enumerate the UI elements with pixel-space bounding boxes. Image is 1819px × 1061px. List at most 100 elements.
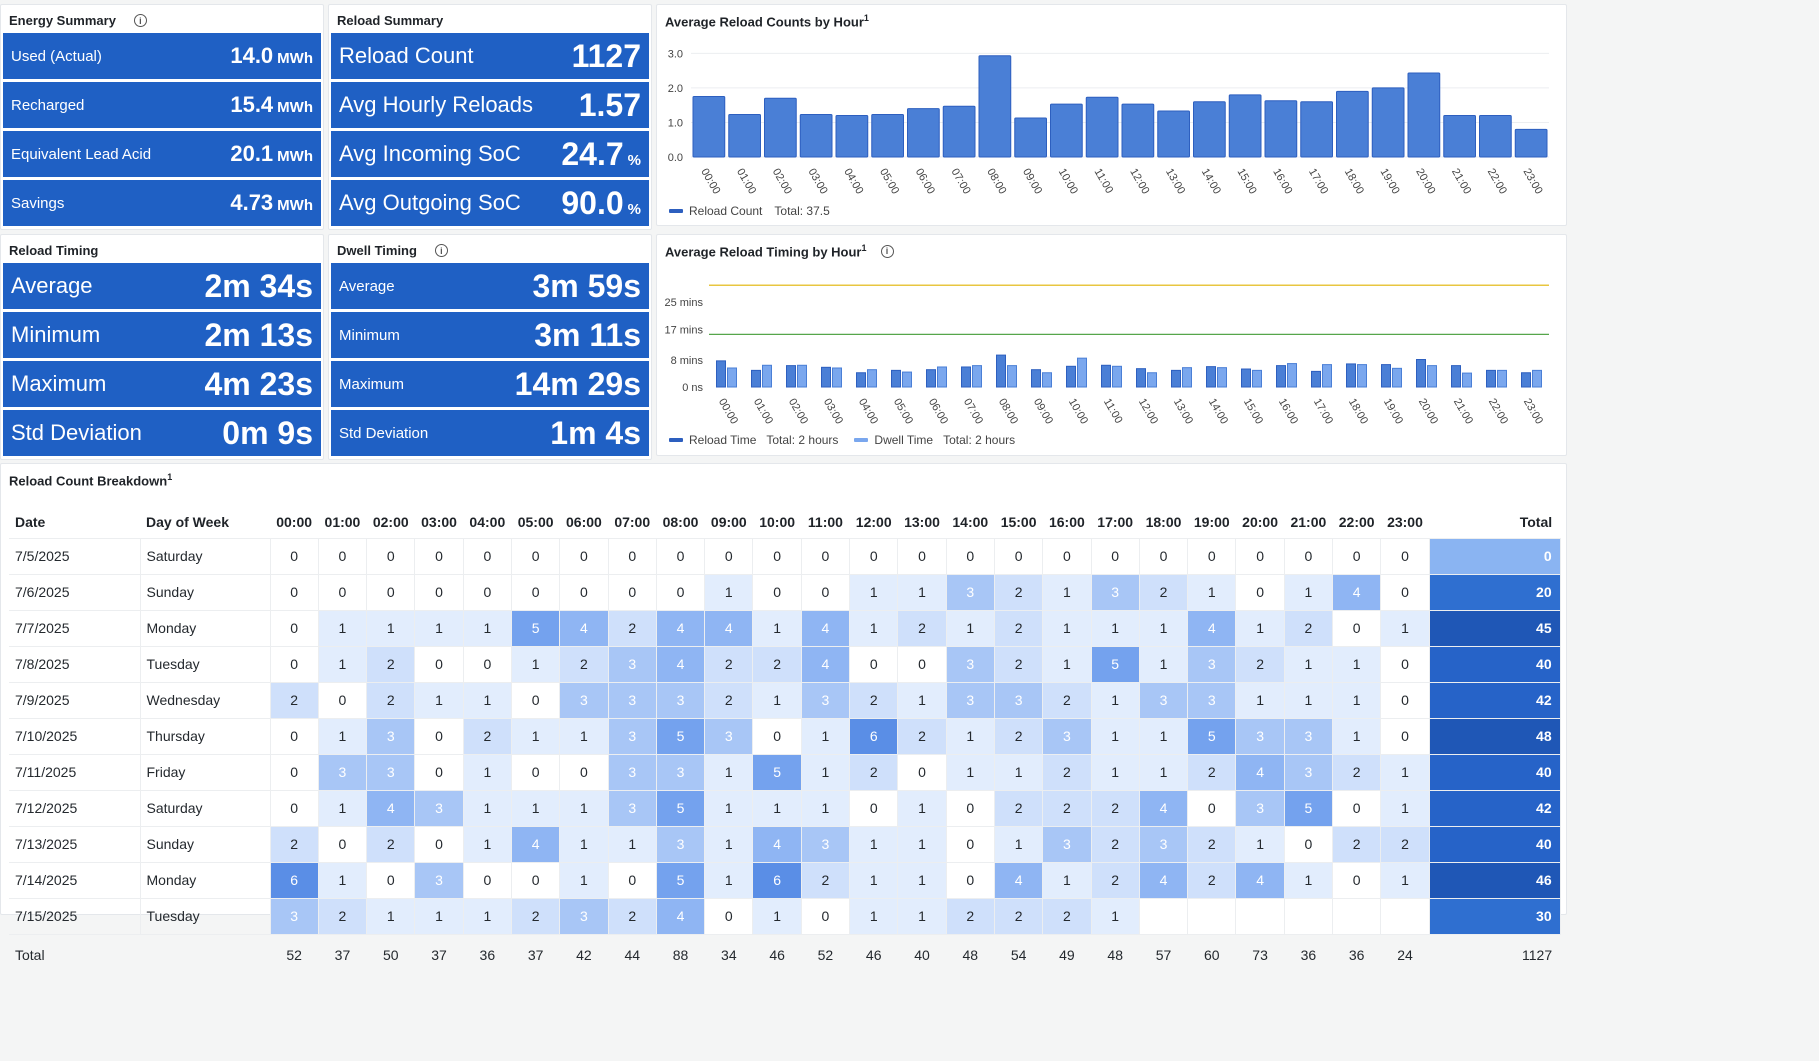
cell-count: 0 xyxy=(414,573,464,611)
chart-legend: Reload Time Total: 2 hours Dwell Time To… xyxy=(669,433,1015,447)
column-header-hour[interactable]: 22:00 xyxy=(1338,513,1375,530)
bar xyxy=(1479,115,1512,158)
column-header-hour[interactable]: 12:00 xyxy=(855,513,892,530)
column-header-hour[interactable]: 14:00 xyxy=(952,513,989,530)
y-tick-label: 8 mins xyxy=(671,355,704,367)
column-header-hour[interactable]: 03:00 xyxy=(421,513,457,530)
cell-count: 0 xyxy=(510,681,561,719)
column-header-hour[interactable]: 21:00 xyxy=(1290,513,1327,530)
column-header-hour[interactable]: 01:00 xyxy=(324,513,361,530)
column-header-hour[interactable]: 00:00 xyxy=(276,513,313,530)
cell-count: 0 xyxy=(897,753,947,791)
cell-count: 2 xyxy=(993,573,1044,611)
cell-count: 1 xyxy=(897,825,947,863)
bar xyxy=(728,114,761,158)
column-header-hour[interactable]: 19:00 xyxy=(1193,513,1230,530)
info-icon[interactable]: i xyxy=(880,244,894,258)
cell-count: 1 xyxy=(1187,573,1237,611)
cell-count xyxy=(1187,897,1237,935)
panel-title: Energy Summary xyxy=(9,13,116,28)
legend-series-name[interactable]: Dwell Time xyxy=(874,433,934,447)
cell-count: 2 xyxy=(1090,789,1140,827)
column-header-total[interactable]: Total xyxy=(1519,513,1553,530)
cell-count: 3 xyxy=(559,897,609,935)
cell-count xyxy=(1138,897,1189,935)
cell-count: 1 xyxy=(897,789,947,827)
column-header-hour[interactable]: 02:00 xyxy=(372,513,409,530)
column-header-hour[interactable]: 04:00 xyxy=(469,513,506,530)
column-header-hour[interactable]: 17:00 xyxy=(1097,513,1134,530)
cell-count: 0 xyxy=(849,537,899,575)
y-tick-label: 25 mins xyxy=(664,297,703,309)
cell-count: 6 xyxy=(752,861,802,899)
column-header-hour[interactable]: 15:00 xyxy=(1000,513,1037,530)
legend-swatch xyxy=(669,438,683,442)
cell-count: 1 xyxy=(510,717,561,755)
reload-timing-chart: 25 mins 17 mins 8 mins 0 ns 00:00 01:00 02:00 0… xyxy=(664,284,1549,427)
cell-count: 0 xyxy=(366,537,416,575)
cell-count: 0 xyxy=(366,573,416,611)
column-header-hour[interactable]: 13:00 xyxy=(904,513,940,530)
bar-reload-time xyxy=(1241,368,1251,388)
cell-row-total: 40 xyxy=(1428,753,1561,791)
cell-count: 3 xyxy=(1138,681,1189,719)
bar xyxy=(1228,94,1262,158)
cell-count: 0 xyxy=(704,897,754,935)
column-header-day-of-week[interactable]: Day of Week xyxy=(146,513,229,530)
dwell-timing-panel: Dwell Timing i Average 3m 59s Minimum 3m 11… xyxy=(328,234,652,460)
column-header-date[interactable]: Date xyxy=(15,513,46,530)
column-header-hour[interactable]: 10:00 xyxy=(759,513,796,530)
column-header-hour[interactable]: 09:00 xyxy=(710,513,747,530)
stat-label: Average xyxy=(339,277,395,295)
column-header-hour[interactable]: 16:00 xyxy=(1048,513,1085,530)
cell-count: 1 xyxy=(559,789,609,827)
column-header-hour[interactable]: 23:00 xyxy=(1387,513,1423,530)
cell-count: 2 xyxy=(510,897,561,935)
legend-series-name[interactable]: Reload Count xyxy=(689,204,763,218)
column-header-hour[interactable]: 06:00 xyxy=(566,513,602,530)
column-header-hour[interactable]: 05:00 xyxy=(517,513,554,530)
legend-series-name[interactable]: Reload Time xyxy=(689,433,757,447)
stat-savings: Savings 4.73 MWh xyxy=(3,180,321,226)
cell-count: 1 xyxy=(462,609,512,647)
bar-reload-time xyxy=(1381,364,1391,388)
cell-count: 0 xyxy=(317,573,368,611)
column-header-hour[interactable]: 18:00 xyxy=(1145,513,1182,530)
cell-count: 3 xyxy=(1187,681,1237,719)
column-header-hour[interactable]: 07:00 xyxy=(614,513,651,530)
table-row: 7/5/2025 Saturday 0 0 0 0 0 0 0 0 0 0 0 0 0 0 0 0 0 0 0 0 0 0 0 0… xyxy=(9,537,1561,575)
cell-count: 1 xyxy=(1380,753,1430,791)
cell-count xyxy=(1332,897,1382,935)
cell-count: 1 xyxy=(897,897,947,935)
cell-count: 0 xyxy=(1235,573,1285,611)
bar xyxy=(1443,115,1476,158)
cell-count xyxy=(1283,897,1334,935)
cell-count: 0 xyxy=(1380,573,1430,611)
column-total: 46 xyxy=(769,947,785,964)
cell-count: 2 xyxy=(317,897,368,935)
cell-count: 4 xyxy=(993,861,1044,899)
cell-count: 1 xyxy=(752,609,802,647)
info-icon[interactable]: i xyxy=(434,244,448,257)
cell-count: 1 xyxy=(317,645,368,683)
cell-count: 4 xyxy=(800,609,851,647)
column-header-hour[interactable]: 11:00 xyxy=(807,513,843,530)
x-tick-label: 00:00 xyxy=(716,397,740,427)
reload-timing-chart-title: Average Reload Timing by Hour1 i xyxy=(665,243,894,259)
cell-count: 1 xyxy=(317,861,368,899)
stat-value: 24.7% xyxy=(561,136,641,173)
cell-count: 1 xyxy=(1042,609,1092,647)
cell-count: 1 xyxy=(462,753,512,791)
x-tick-label: 06:00 xyxy=(913,167,937,197)
column-header-hour[interactable]: 20:00 xyxy=(1242,513,1278,530)
info-icon[interactable]: i xyxy=(133,14,147,27)
cell-count: 2 xyxy=(559,645,609,683)
stat-unit: MWh xyxy=(277,197,313,214)
cell-count: 4 xyxy=(655,897,706,935)
column-header-hour[interactable]: 08:00 xyxy=(662,513,699,530)
bar xyxy=(692,96,726,158)
bar-dwell-time xyxy=(1287,363,1297,388)
cell-count: 1 xyxy=(1283,573,1334,611)
cell-count: 2 xyxy=(945,897,995,935)
dwell-timing-title: Dwell Timing i xyxy=(337,243,448,258)
